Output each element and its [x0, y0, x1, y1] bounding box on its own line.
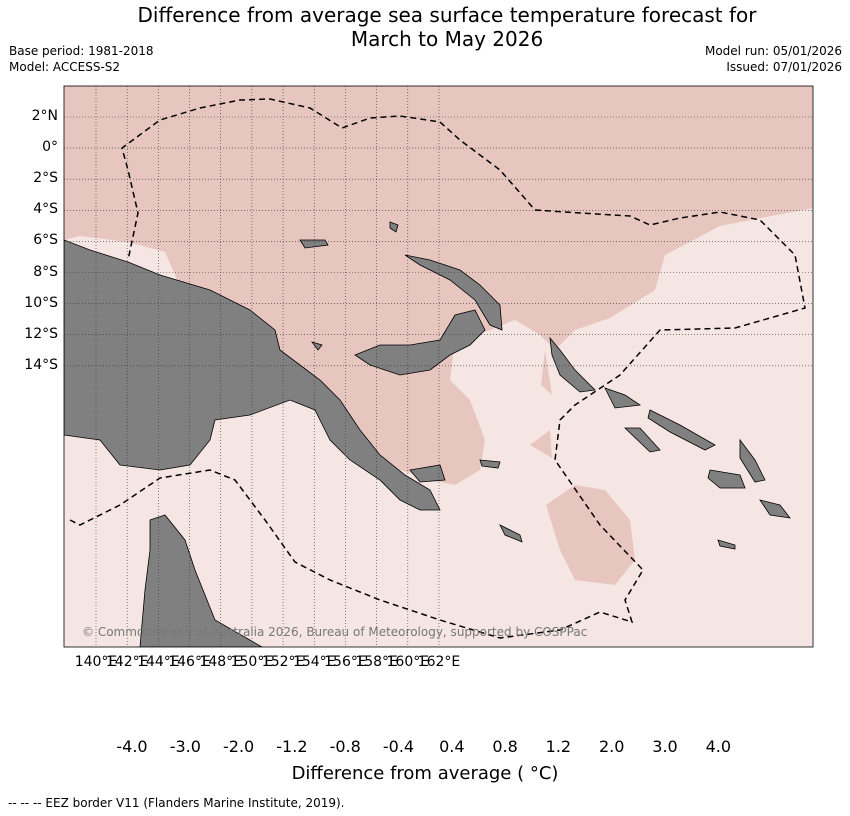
lon-tick-label: 152°E — [261, 654, 305, 670]
cape-york-land — [139, 514, 263, 647]
solomon-island — [759, 499, 791, 519]
anomaly-patch — [530, 430, 552, 458]
copyright-notice: © Commonwealth of Australia 2026, Bureau… — [82, 625, 588, 639]
solomon-island — [647, 409, 716, 451]
chart-title: Difference from average sea surface temp… — [0, 3, 850, 51]
anomaly-patch — [546, 485, 635, 585]
lon-tick-label: 156°E — [324, 654, 367, 670]
lon-tick-label: 160°E — [386, 654, 430, 670]
colorbar-title: Difference from average ( °C) — [291, 763, 559, 784]
graticule — [64, 86, 813, 647]
issued-date: Issued: 07/01/2026 — [726, 60, 842, 74]
sst-anomaly-map — [63, 85, 814, 648]
colorbar-tick-label: 0.8 — [492, 737, 518, 756]
base-period: Base period: 1981-2018 — [9, 44, 154, 58]
lat-tick-label: 6°S — [33, 232, 58, 249]
island — [717, 539, 736, 550]
lon-tick-label: 142°E — [105, 654, 149, 670]
island — [479, 459, 501, 469]
island — [389, 221, 399, 233]
lat-tick-label: 14°S — [24, 356, 58, 373]
colorbar-tick-label: 1.2 — [545, 737, 572, 756]
lon-tick-label: 146°E — [168, 654, 211, 670]
colorbar-tick-label: 4.0 — [705, 737, 732, 756]
lat-tick-label: 8°S — [33, 263, 58, 280]
colorbar-tick-label: -2.0 — [222, 737, 255, 756]
lat-tick-label: 2°N — [31, 108, 58, 124]
lat-tick-label: 2°S — [33, 170, 58, 187]
map-frame — [63, 85, 814, 648]
eez-legend: -- -- -- EEZ border V11 (Flanders Marine… — [8, 796, 345, 810]
colorbar-tick-label: 3.0 — [652, 737, 678, 756]
island — [499, 524, 523, 543]
lon-tick-label: 140°E — [74, 654, 118, 670]
lat-tick-label: 10°S — [24, 294, 58, 311]
new-ireland-land — [404, 254, 503, 331]
eez-border — [69, 98, 806, 639]
eez-border-line — [69, 98, 806, 639]
lon-tick-label: 162°E — [417, 654, 461, 670]
colorbar-tick-label: 2.0 — [598, 737, 625, 756]
solomon-island — [604, 387, 642, 409]
solomon-island — [739, 438, 766, 483]
model-name: Model: ACCESS-S2 — [9, 60, 121, 74]
colorbar-tick-label: -0.8 — [329, 737, 361, 756]
lon-tick-label: 148°E — [199, 654, 242, 670]
solomon-island — [624, 427, 661, 453]
anomaly-patch — [541, 350, 552, 395]
title-line-2: March to May 2026 — [350, 27, 544, 51]
bougainville-land — [549, 336, 596, 393]
colorbar-tick-label: -0.4 — [382, 737, 415, 756]
colorbar-tick-label: -3.0 — [169, 737, 201, 756]
island — [409, 464, 446, 483]
colorbar-tick-label: 0.4 — [439, 737, 465, 756]
colorbar-tick-label: -1.2 — [276, 737, 308, 756]
lat-tick-label: 12°S — [24, 325, 58, 342]
colorbar-tick-label: -4.0 — [116, 737, 148, 756]
lon-tick-label: 154°E — [292, 654, 336, 670]
title-line-1: Difference from average sea surface temp… — [137, 3, 757, 27]
model-run: Model run: 05/01/2026 — [704, 44, 842, 58]
lon-tick-label: 158°E — [355, 654, 398, 670]
new-britain-land — [354, 309, 486, 376]
lat-tick-label: 4°S — [33, 201, 58, 218]
lat-tick-label: 0° — [42, 139, 58, 156]
lon-tick-label: 150°E — [230, 654, 274, 670]
manus-land — [299, 239, 329, 249]
lon-tick-label: 144°E — [137, 654, 180, 670]
solomon-island — [707, 469, 746, 489]
